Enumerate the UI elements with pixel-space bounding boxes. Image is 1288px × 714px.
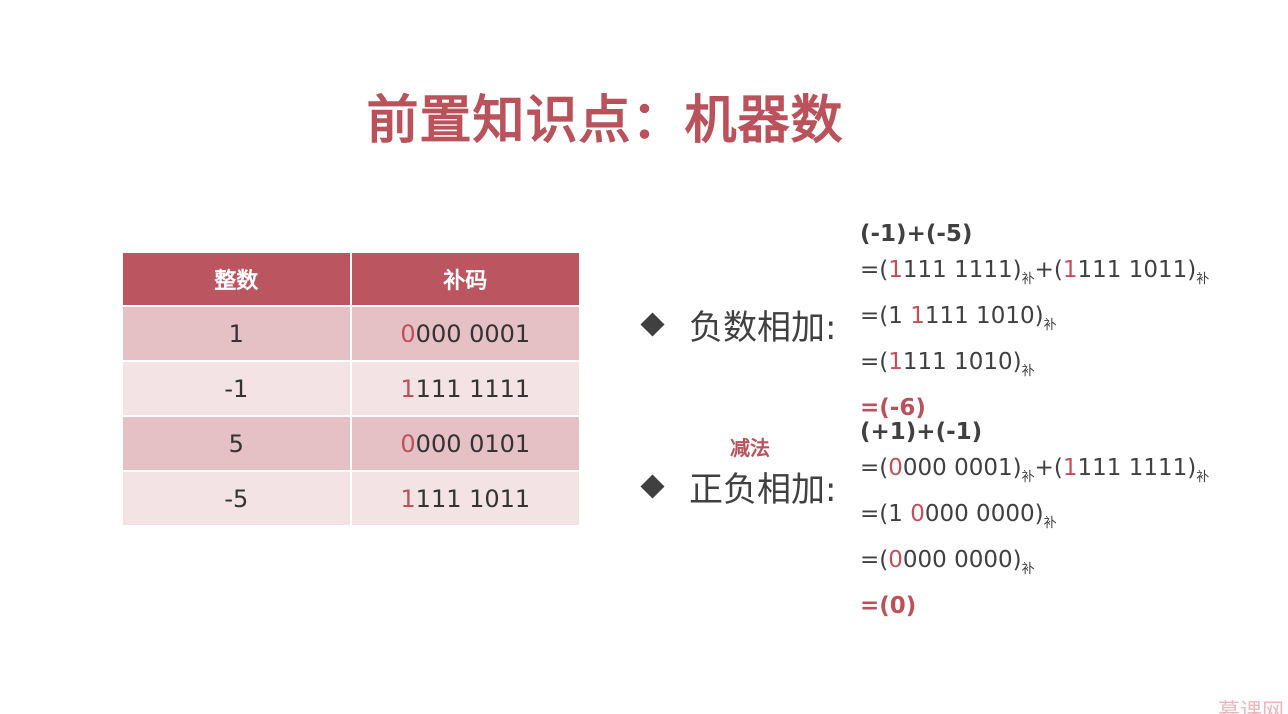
calc-text: (+1)+(-1)	[860, 419, 983, 445]
integer-cell: 5	[121, 415, 352, 472]
calc-line: =(1 0000 0000)补	[860, 496, 1209, 542]
calc-line: (-1)+(-5)	[860, 216, 1209, 252]
calc-text: 111 1010)	[924, 303, 1044, 329]
calc-line: =(0000 0000)补	[860, 542, 1209, 588]
bullet-negative-addition: 负数相加:	[640, 300, 837, 349]
table-header-row: 整数 补码	[121, 251, 582, 307]
table-row: 5 0000 0101	[121, 415, 582, 472]
calc-text: =(1	[860, 501, 911, 527]
highlight-bit: 1	[888, 349, 903, 375]
complement-subscript: 补	[1196, 272, 1210, 287]
highlight-bit: 1	[910, 303, 925, 329]
complement-subscript: 补	[1021, 562, 1035, 577]
table-row: -1 1111 1111	[121, 360, 582, 417]
highlight-bit: 0	[888, 455, 903, 481]
complement-subscript: 补	[1043, 516, 1057, 531]
integer-cell: -5	[121, 470, 352, 527]
calc-text: 111 1011)	[1077, 257, 1197, 283]
calc-line: =(0000 0001)补+(1111 1111)补	[860, 450, 1209, 496]
table-row: -5 1111 1011	[121, 470, 582, 527]
calc-text: (-1)+(-5)	[860, 221, 973, 247]
complement-subscript: 补	[1021, 470, 1035, 485]
subtraction-note: 减法	[730, 436, 770, 460]
calc-line: =(1 1111 1010)补	[860, 298, 1209, 344]
value-bits: 000 0101	[415, 429, 531, 458]
calc-line: =(-6)	[860, 390, 1209, 426]
calc-text: =(	[860, 547, 889, 573]
complement-cell: 1111 1011	[349, 470, 582, 527]
diamond-bullet-icon	[640, 312, 665, 337]
complement-cell: 0000 0101	[349, 415, 582, 472]
highlight-bit: 0	[888, 547, 903, 573]
calculation-pos-neg: (+1)+(-1) =(0000 0001)补+(1111 1111)补 =(1 0…	[860, 414, 1209, 624]
highlight-bit: 1	[888, 257, 903, 283]
sign-bit: 1	[400, 484, 416, 513]
calc-text: 111 1111)	[1077, 455, 1197, 481]
integer-cell: 1	[121, 305, 352, 362]
calc-line: =(0)	[860, 588, 1209, 624]
table-row: 1 0000 0001	[121, 305, 582, 362]
slide-title: 前置知识点：机器数	[366, 91, 844, 151]
complement-cell: 0000 0001	[349, 305, 582, 362]
value-bits: 000 0001	[415, 319, 531, 348]
complement-subscript: 补	[1043, 318, 1057, 333]
calc-line: =(1111 1111)补+(1111 1011)补	[860, 252, 1209, 298]
sign-bit: 1	[400, 374, 416, 403]
calc-text: =(	[860, 455, 889, 481]
calc-line: =(1111 1010)补	[860, 344, 1209, 390]
sign-bit: 0	[400, 319, 416, 348]
calc-text: 000 0000)	[902, 547, 1022, 573]
complement-subscript: 补	[1021, 272, 1035, 287]
calc-text: =(0)	[860, 593, 917, 619]
sign-bit: 0	[400, 429, 416, 458]
diamond-bullet-icon	[640, 474, 665, 499]
calc-text: =(-6)	[860, 395, 926, 421]
integer-cell: -1	[121, 360, 352, 417]
watermark-logo: 慕课网	[1218, 700, 1285, 714]
calc-text: =(1	[860, 303, 911, 329]
highlight-bit: 1	[1062, 455, 1078, 481]
calc-text: 111 1010)	[902, 349, 1022, 375]
header-integer: 整数	[121, 251, 352, 307]
calc-text: +(	[1034, 257, 1063, 283]
value-bits: 111 1011	[415, 484, 531, 513]
calc-text: 111 1111)	[902, 257, 1022, 283]
calc-text: =(	[860, 349, 889, 375]
bullet-label: 负数相加:	[689, 308, 837, 348]
calc-text: +(	[1034, 455, 1063, 481]
complement-subscript: 补	[1196, 470, 1210, 485]
bullet-label: 正负相加:	[689, 470, 837, 510]
calculation-negative: (-1)+(-5) =(1111 1111)补+(1111 1011)补 =(1 1…	[860, 216, 1209, 426]
header-complement: 补码	[349, 251, 582, 307]
highlight-bit: 1	[1062, 257, 1078, 283]
highlight-bit: 0	[910, 501, 925, 527]
calc-line: (+1)+(-1)	[860, 414, 1209, 450]
complement-cell: 1111 1111	[349, 360, 582, 417]
value-bits: 111 1111	[415, 374, 531, 403]
complement-subscript: 补	[1021, 364, 1035, 379]
complement-table: 整数 补码 1 0000 0001 -1 1111 1111 5 0000 0101…	[121, 251, 582, 527]
calc-text: 000 0000)	[924, 501, 1044, 527]
calc-text: =(	[860, 257, 889, 283]
bullet-pos-neg-addition: 正负相加:	[640, 462, 837, 511]
calc-text: 000 0001)	[902, 455, 1022, 481]
